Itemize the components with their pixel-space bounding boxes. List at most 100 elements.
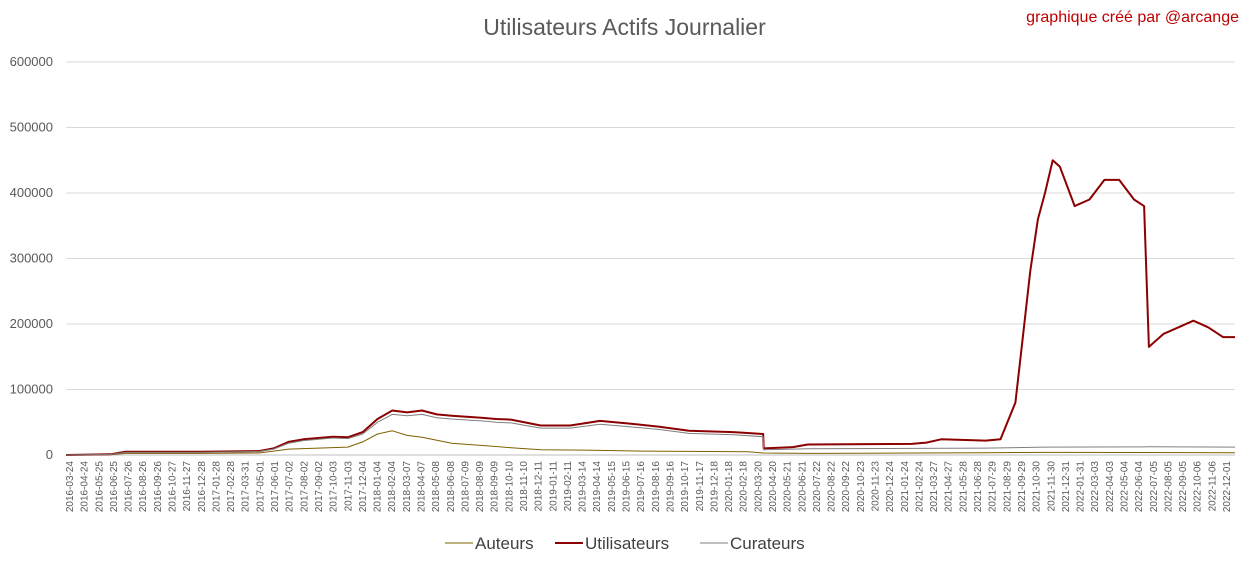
x-tick-label: 2021-04-27 bbox=[944, 461, 955, 513]
x-tick-label: 2019-10-17 bbox=[680, 461, 691, 513]
x-tick-label: 2019-03-14 bbox=[578, 461, 589, 513]
chart-title: Utilisateurs Actifs Journalier bbox=[483, 14, 766, 40]
x-tick-label: 2018-09-09 bbox=[490, 461, 501, 513]
x-tick-label: 2020-04-20 bbox=[768, 461, 779, 513]
x-tick-label: 2021-09-29 bbox=[1017, 461, 1028, 513]
y-axis-ticks: 0 100000 200000 300000 400000 500000 600000 bbox=[10, 54, 53, 462]
x-tick-label: 2019-02-11 bbox=[563, 461, 574, 512]
x-tick-label: 2018-08-09 bbox=[475, 461, 486, 513]
x-tick-label: 2020-08-22 bbox=[827, 461, 838, 513]
x-axis-ticks: 2016-03-24 2016-04-24 2016-05-25 2016-06-25… bbox=[65, 461, 1233, 513]
x-tick-label: 2017-06-01 bbox=[270, 461, 281, 513]
series-line-curateurs bbox=[65, 413, 1236, 456]
x-tick-label: 2017-05-01 bbox=[255, 461, 266, 513]
x-tick-label: 2022-03-03 bbox=[1090, 461, 1101, 513]
x-tick-label: 2020-06-21 bbox=[797, 461, 808, 513]
x-tick-label: 2021-03-27 bbox=[929, 461, 940, 513]
x-tick-label: 2016-10-27 bbox=[168, 461, 179, 513]
y-tick-label: 400000 bbox=[10, 185, 53, 200]
x-tick-label: 2016-12-28 bbox=[197, 461, 208, 513]
x-tick-label: 2020-10-23 bbox=[856, 461, 867, 513]
y-tick-label: 200000 bbox=[10, 316, 53, 331]
x-tick-label: 2017-07-02 bbox=[285, 461, 296, 513]
x-tick-label: 2019-09-16 bbox=[665, 461, 676, 513]
x-tick-label: 2016-07-26 bbox=[124, 461, 135, 513]
x-tick-label: 2019-05-15 bbox=[607, 461, 618, 513]
x-tick-label: 2021-07-29 bbox=[988, 461, 999, 513]
y-tick-label: 100000 bbox=[10, 382, 53, 397]
x-tick-label: 2017-03-31 bbox=[241, 461, 252, 513]
x-tick-label: 2018-10-10 bbox=[504, 461, 515, 513]
x-tick-label: 2016-04-24 bbox=[80, 461, 91, 513]
x-tick-label: 2021-08-29 bbox=[1002, 461, 1013, 513]
x-tick-label: 2021-10-30 bbox=[1032, 461, 1043, 513]
x-tick-label: 2016-08-26 bbox=[138, 461, 149, 513]
x-tick-label: 2016-06-25 bbox=[109, 461, 120, 513]
x-tick-label: 2017-10-03 bbox=[329, 461, 340, 513]
chart-credit: graphique créé par @arcange bbox=[1026, 9, 1239, 26]
x-tick-label: 2022-04-03 bbox=[1105, 461, 1116, 513]
series-line-utilisateurs bbox=[65, 159, 1235, 456]
x-tick-label: 2022-06-04 bbox=[1134, 461, 1145, 513]
x-tick-label: 2019-11-17 bbox=[695, 461, 706, 512]
x-tick-label: 2019-08-16 bbox=[651, 461, 662, 513]
x-tick-label: 2018-11-10 bbox=[519, 461, 530, 512]
x-tick-label: 2018-02-04 bbox=[387, 461, 398, 513]
series-line-auteurs bbox=[65, 430, 1236, 456]
x-tick-label: 2016-05-25 bbox=[94, 461, 105, 513]
legend-label: Utilisateurs bbox=[585, 534, 669, 553]
y-tick-label: 600000 bbox=[10, 54, 53, 69]
legend: Auteurs Utilisateurs Curateurs bbox=[445, 534, 805, 553]
x-tick-label: 2021-12-31 bbox=[1061, 461, 1072, 513]
x-tick-label: 2020-01-18 bbox=[724, 461, 735, 513]
x-tick-label: 2017-12-04 bbox=[358, 461, 369, 513]
x-tick-label: 2020-11-23 bbox=[871, 461, 882, 512]
x-tick-label: 2021-02-24 bbox=[914, 461, 925, 513]
series-lines bbox=[65, 159, 1236, 456]
x-tick-label: 2016-03-24 bbox=[65, 461, 76, 513]
x-tick-label: 2019-01-11 bbox=[548, 461, 559, 512]
x-tick-label: 2020-02-18 bbox=[739, 461, 750, 513]
x-tick-label: 2020-03-20 bbox=[753, 461, 764, 513]
x-tick-label: 2019-07-16 bbox=[636, 461, 647, 513]
x-tick-label: 2020-07-22 bbox=[812, 461, 823, 513]
y-tick-label: 500000 bbox=[10, 120, 53, 135]
y-tick-label: 0 bbox=[46, 447, 53, 462]
x-tick-label: 2022-11-06 bbox=[1207, 461, 1218, 512]
x-tick-label: 2022-10-06 bbox=[1193, 461, 1204, 513]
y-tick-label: 300000 bbox=[10, 251, 53, 266]
x-tick-label: 2019-04-14 bbox=[592, 461, 603, 513]
x-tick-label: 2017-11-03 bbox=[343, 461, 354, 512]
x-tick-label: 2020-12-24 bbox=[885, 461, 896, 513]
x-tick-label: 2018-03-07 bbox=[402, 461, 413, 513]
x-tick-label: 2022-08-05 bbox=[1163, 461, 1174, 513]
x-tick-label: 2022-07-05 bbox=[1149, 461, 1160, 513]
x-tick-label: 2020-09-22 bbox=[841, 461, 852, 513]
x-tick-label: 2018-05-08 bbox=[431, 461, 442, 513]
x-tick-label: 2020-05-21 bbox=[783, 461, 794, 513]
x-tick-label: 2021-01-24 bbox=[900, 461, 911, 513]
x-tick-label: 2019-12-18 bbox=[709, 461, 720, 513]
gridlines bbox=[66, 61, 1235, 456]
x-tick-label: 2017-08-02 bbox=[299, 461, 310, 513]
x-tick-label: 2016-11-27 bbox=[182, 461, 193, 512]
x-tick-label: 2022-05-04 bbox=[1119, 461, 1130, 513]
legend-label: Curateurs bbox=[730, 534, 805, 553]
x-tick-label: 2022-01-31 bbox=[1076, 461, 1087, 513]
x-tick-label: 2019-06-15 bbox=[622, 461, 633, 513]
x-tick-label: 2017-01-28 bbox=[211, 461, 222, 513]
x-tick-label: 2022-12-01 bbox=[1222, 461, 1233, 513]
x-tick-label: 2017-09-02 bbox=[314, 461, 325, 513]
legend-label: Auteurs bbox=[475, 534, 534, 553]
x-tick-label: 2018-04-07 bbox=[416, 461, 427, 513]
x-tick-label: 2021-05-28 bbox=[958, 461, 969, 513]
x-tick-label: 2018-12-11 bbox=[534, 461, 545, 512]
x-tick-label: 2022-09-05 bbox=[1178, 461, 1189, 513]
x-tick-label: 2021-06-28 bbox=[973, 461, 984, 513]
x-tick-label: 2018-01-04 bbox=[373, 461, 384, 513]
x-tick-label: 2016-09-26 bbox=[153, 461, 164, 513]
x-tick-label: 2021-11-30 bbox=[1046, 461, 1057, 512]
x-tick-label: 2018-07-09 bbox=[460, 461, 471, 513]
x-tick-label: 2018-06-08 bbox=[446, 461, 457, 513]
